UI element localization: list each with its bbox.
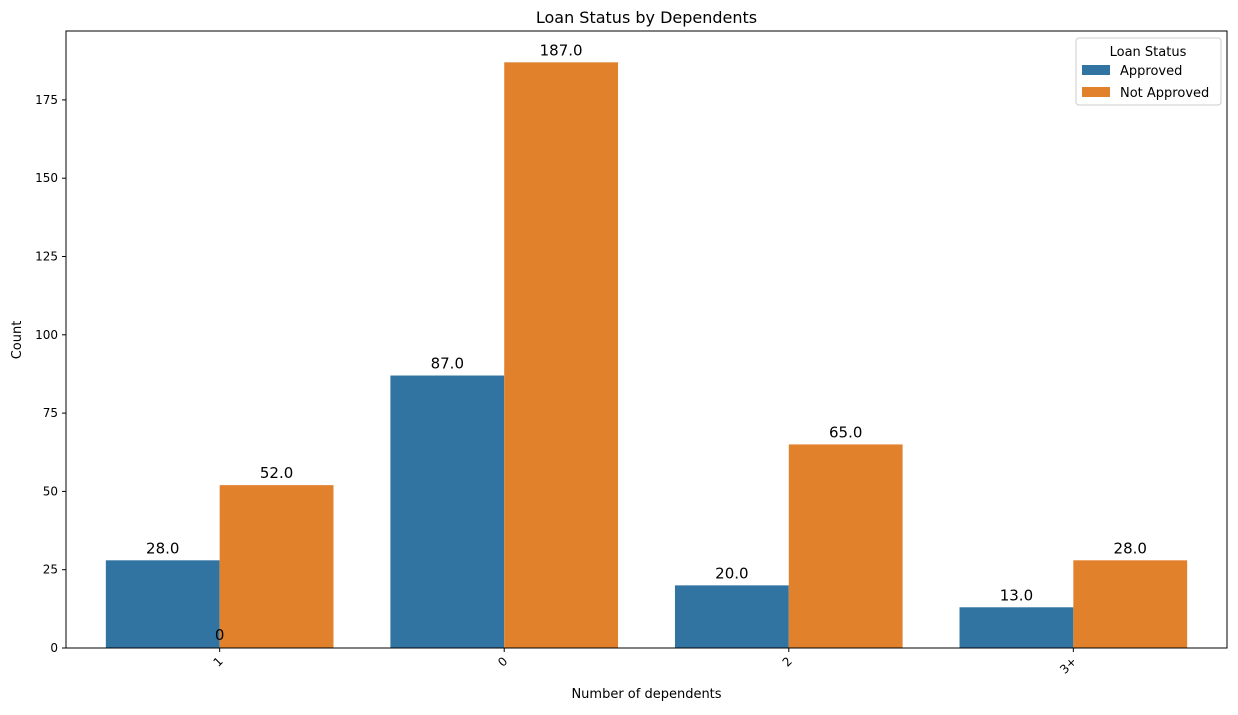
bar-not-approved-dep-1	[219, 485, 334, 648]
bar-approved-dep-2	[674, 585, 789, 648]
bar-label-not-approved-dep-2: 65.0	[829, 423, 862, 441]
legend-swatch-not-approved	[1082, 87, 1110, 97]
y-tick-label: 25	[43, 563, 58, 577]
y-tick-label: 75	[43, 406, 58, 420]
bar-label-approved-dep-0: 87.0	[431, 355, 464, 373]
plot-area: 28.0 52.0 87.0 187.0 20.0 65.0 13.0 28.0 0 0 25 50…	[35, 30, 1228, 677]
x-tick-label: 2	[780, 654, 795, 669]
legend-label-not-approved: Not Approved	[1120, 86, 1209, 101]
bars-layer	[105, 62, 1188, 648]
legend-swatch-approved	[1082, 65, 1110, 75]
bar-label-not-approved-dep-0: 187.0	[540, 41, 583, 59]
x-tick-label: 0	[495, 654, 510, 669]
bar-label-approved-dep-2: 20.0	[715, 564, 748, 582]
bar-not-approved-dep-2	[788, 444, 903, 648]
y-axis: 0 25 50 75 100 125 150 175	[35, 93, 66, 655]
y-tick-label: 150	[35, 171, 58, 185]
bar-label-not-approved-dep-3plus: 28.0	[1114, 539, 1147, 557]
legend-label-approved: Approved	[1120, 64, 1182, 79]
bar-approved-dep-1	[105, 560, 220, 648]
legend-title: Loan Status	[1110, 45, 1187, 60]
legend-box	[1075, 37, 1222, 106]
y-tick-label: 125	[35, 250, 58, 264]
bar-labels-layer: 28.0 52.0 87.0 187.0 20.0 65.0 13.0 28.0 0	[146, 41, 1147, 644]
y-tick-label: 175	[35, 93, 58, 107]
x-axis: 1 0 2 3+	[210, 648, 1079, 677]
bar-not-approved-dep-3plus	[1073, 560, 1188, 648]
legend: Loan Status Approved Not Approved	[1075, 37, 1222, 106]
y-axis-label: Count	[10, 321, 25, 360]
bar-not-approved-dep-0	[504, 62, 619, 648]
bar-label-approved-dep-1: 28.0	[146, 539, 179, 557]
x-axis-label: Number of dependents	[571, 687, 721, 702]
bar-approved-dep-3plus	[959, 607, 1074, 648]
x-tick-label: 1	[210, 654, 225, 669]
y-tick-label: 0	[50, 641, 58, 655]
bar-label-approved-dep-3plus: 13.0	[1000, 586, 1033, 604]
stray-zero-label: 0	[215, 626, 225, 644]
chart-title: Loan Status by Dependents	[536, 8, 757, 27]
y-tick-label: 100	[35, 328, 58, 342]
bar-label-not-approved-dep-1: 52.0	[260, 464, 293, 482]
y-tick-label: 50	[43, 484, 58, 498]
bar-approved-dep-0	[390, 375, 505, 648]
plot-frame	[65, 30, 1228, 649]
x-tick-label: 3+	[1057, 654, 1079, 676]
